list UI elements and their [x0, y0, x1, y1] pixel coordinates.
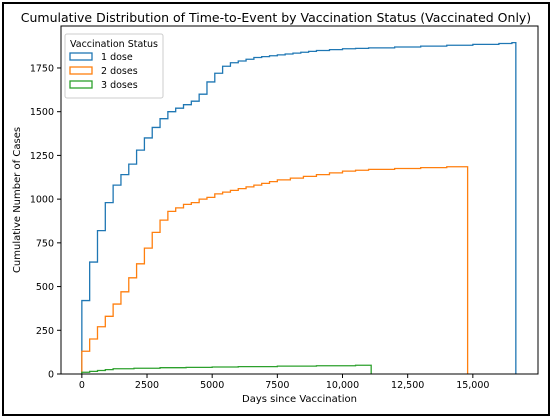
y-tick-label: 750: [36, 238, 54, 249]
x-axis-label: Days since Vaccination: [242, 394, 357, 405]
series-lines: [81, 41, 517, 374]
series-line-2: [81, 166, 469, 374]
y-tick-label: 1000: [30, 195, 54, 206]
legend-label: 2 doses: [101, 66, 138, 77]
legend-swatch: [69, 52, 93, 61]
legend-title: Vaccination Status: [70, 39, 158, 50]
x-tick-label: 10,000: [326, 380, 359, 391]
y-tick-label: 500: [36, 282, 54, 293]
legend-label: 3 doses: [101, 80, 138, 91]
y-axis-ticks: 0 250 500 750 1000 1250 1500 1750: [30, 63, 61, 381]
plot-border: [60, 25, 539, 375]
y-tick-label: 250: [36, 326, 54, 337]
x-tick-label: 15,000: [456, 380, 489, 391]
y-tick-label: 1750: [30, 63, 54, 74]
legend-label: 1 dose: [101, 52, 133, 63]
chart: Cumulative Distribution of Time-to-Event…: [12, 10, 539, 405]
series-line-3: [81, 364, 372, 374]
series-line-1: [81, 41, 517, 374]
legend-swatch: [69, 80, 93, 89]
x-tick-label: 7500: [265, 380, 289, 391]
y-tick-label: 0: [48, 370, 54, 381]
x-tick-label: 5000: [200, 380, 224, 391]
y-tick-label: 1500: [30, 107, 54, 118]
legend: Vaccination Status 1 dose 2 doses 3 doses: [64, 33, 164, 99]
y-tick-label: 1250: [30, 151, 54, 162]
legend-swatch: [69, 66, 93, 75]
legend-entries: 1 dose 2 doses 3 doses: [69, 52, 138, 91]
x-axis-ticks: 0 2500 5000 7500 10,000 12,500 15,000: [79, 374, 489, 391]
y-axis-label: Cumulative Number of Cases: [12, 127, 23, 273]
x-tick-label: 12,500: [391, 380, 424, 391]
chart-title: Cumulative Distribution of Time-to-Event…: [21, 10, 531, 25]
x-tick-label: 2500: [135, 380, 159, 391]
x-tick-label: 0: [79, 380, 85, 391]
